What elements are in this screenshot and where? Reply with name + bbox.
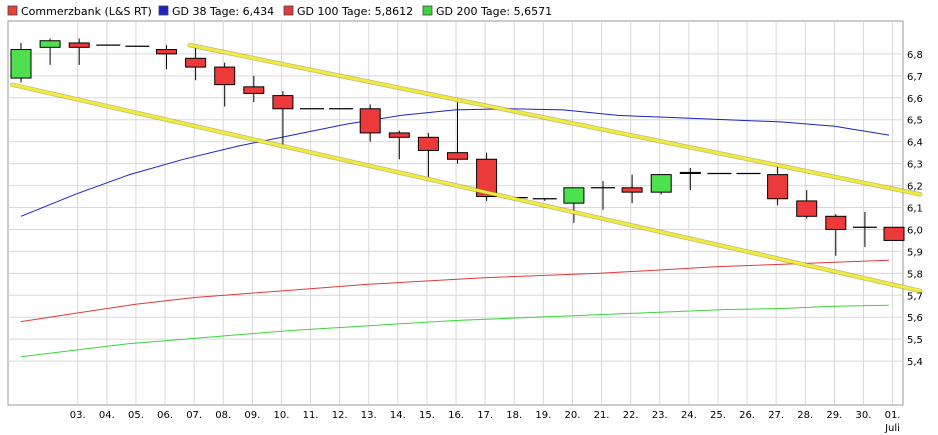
candle-up <box>10 49 32 79</box>
y-tick-label: 6,8 <box>907 50 923 61</box>
candle-down <box>156 49 177 55</box>
x-tick-label: 13. <box>361 410 377 421</box>
x-tick-label: 16. <box>448 410 464 421</box>
x-tick-label: 28. <box>797 410 813 421</box>
legend-label: GD 200 Tage: 5,6571 <box>436 5 552 18</box>
y-tick-label: 6,0 <box>907 225 923 236</box>
legend-label: Commerzbank (L&S RT) <box>21 5 152 18</box>
candle-down <box>621 187 643 193</box>
series-line-1 <box>20 259 890 323</box>
trend-line-0 <box>188 43 922 196</box>
x-tick-label: 24. <box>681 410 697 421</box>
x-tick-label: 27. <box>768 410 784 421</box>
y-tick-label: 6,2 <box>907 182 923 193</box>
candle-down <box>214 66 236 86</box>
candle-down <box>359 108 381 134</box>
legend-swatch <box>422 5 433 16</box>
candle-up <box>39 40 61 48</box>
x-tick-label: 15. <box>419 410 435 421</box>
x-tick-label: 12. <box>332 410 348 421</box>
x-tick-label: 30. <box>855 410 871 421</box>
candle-down <box>796 200 818 217</box>
candle-down <box>767 174 789 200</box>
y-tick-label: 6,4 <box>907 138 923 149</box>
candle-down <box>68 42 90 48</box>
candle-down <box>476 158 498 198</box>
series-line-2 <box>20 304 890 358</box>
x-tick-label: 19. <box>535 410 551 421</box>
x-tick-label: 08. <box>215 410 231 421</box>
x-tick-label: 26. <box>739 410 755 421</box>
y-tick-label: 6,6 <box>907 94 923 105</box>
x-tick-label: 25. <box>710 410 726 421</box>
x-tick-label: 11. <box>303 410 319 421</box>
x-tick-label: 17. <box>477 410 493 421</box>
y-tick-label: 6,7 <box>907 72 923 83</box>
x-month-label: Juli <box>884 423 900 434</box>
x-tick-label: 20. <box>564 410 580 421</box>
candle-up <box>679 171 701 175</box>
candle-down <box>243 86 265 94</box>
legend-swatch <box>7 5 18 16</box>
y-tick-label: 5,8 <box>907 269 923 280</box>
legend-label: GD 38 Tage: 6,434 <box>172 5 274 18</box>
candle-down <box>417 136 439 151</box>
plot-area <box>7 20 904 406</box>
x-tick-label: 18. <box>506 410 522 421</box>
candle-down <box>388 132 410 138</box>
legend-label: GD 100 Tage: 5,8612 <box>297 5 413 18</box>
series-line-0 <box>20 108 890 217</box>
candle-down <box>185 57 207 68</box>
y-tick-label: 5,9 <box>907 247 923 258</box>
x-tick-label: 21. <box>594 410 610 421</box>
candle-up <box>563 187 585 204</box>
y-tick-label: 5,7 <box>907 291 923 302</box>
y-tick-label: 6,1 <box>907 204 923 215</box>
candle-down <box>825 215 847 230</box>
y-tick-label: 6,3 <box>907 160 923 171</box>
x-tick-label: 23. <box>652 410 668 421</box>
x-tick-label: 22. <box>623 410 639 421</box>
candle-down <box>447 152 468 160</box>
y-tick-label: 6,5 <box>907 116 923 127</box>
y-tick-label: 5,4 <box>907 357 923 368</box>
legend-swatch <box>158 5 169 16</box>
x-tick-label: 03. <box>70 410 86 421</box>
x-tick-label: 14. <box>390 410 406 421</box>
x-tick-label: 07. <box>186 410 202 421</box>
x-tick-label: 04. <box>99 410 115 421</box>
x-tick-label: 09. <box>244 410 260 421</box>
y-tick-label: 5,6 <box>907 313 923 324</box>
x-tick-label: 10. <box>273 410 289 421</box>
x-tick-label: 01. <box>885 410 901 421</box>
x-tick-label: 29. <box>826 410 842 421</box>
x-tick-label: 06. <box>157 410 173 421</box>
candle-up <box>650 174 672 193</box>
y-tick-label: 5,5 <box>907 335 923 346</box>
trend-line-1 <box>10 83 922 293</box>
legend-swatch <box>283 5 294 16</box>
candle-down <box>272 95 294 110</box>
x-tick-label: 05. <box>128 410 144 421</box>
candle-down <box>883 226 905 241</box>
